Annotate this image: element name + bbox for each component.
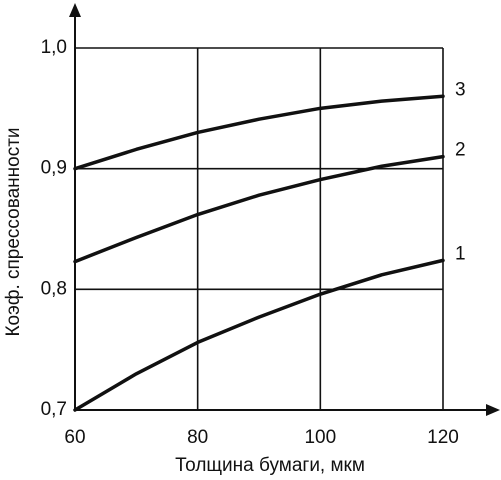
- y-tick-label: 0,9: [41, 158, 67, 179]
- line: [73, 94, 445, 171]
- line: [73, 154, 445, 264]
- line: [73, 258, 445, 412]
- legend-label: 3: [455, 79, 466, 100]
- y-tick-label: 1,0: [41, 37, 67, 58]
- x-axis-label: Толщина бумаги, мкм: [175, 455, 365, 476]
- y-tick-label: 0,7: [41, 399, 67, 420]
- x-tick-label: 80: [187, 427, 208, 448]
- x-tick-label: 120: [427, 427, 459, 448]
- legend-label: 1: [455, 243, 466, 264]
- y-axis-label: Коэф. спрессованности: [3, 127, 24, 336]
- x-tick-label: 100: [304, 427, 336, 448]
- x-tick-label: 60: [64, 427, 85, 448]
- y-axis-arrow: [69, 3, 81, 17]
- x-axis-arrow: [486, 404, 500, 416]
- y-tick-label: 0,8: [41, 278, 67, 299]
- legend-label: 2: [455, 140, 466, 161]
